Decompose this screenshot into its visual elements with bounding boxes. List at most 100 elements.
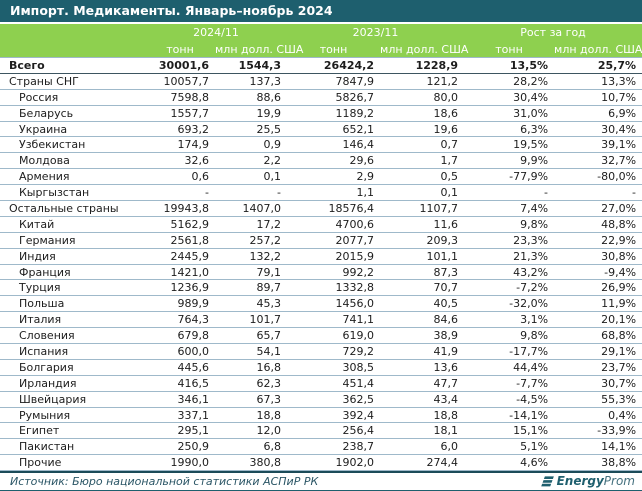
- value-cell: 1544,3: [215, 57, 288, 74]
- corner-cell: [0, 41, 145, 58]
- value-cell: 39,1%: [554, 136, 642, 154]
- table-row: Египет 295,1 12,0 256,4 18,1 15,1% -33,9%: [0, 422, 642, 440]
- table-row: Россия 7598,8 88,6 5826,7 80,0 30,4% 10,7%: [0, 89, 642, 106]
- value-cell: 18,1: [380, 422, 465, 440]
- row-label: Польша: [0, 295, 145, 313]
- table-row: Узбекистан 174,9 0,9 146,4 0,7 19,5% 39,1%: [0, 136, 642, 154]
- value-cell: 19,5%: [464, 136, 555, 154]
- value-cell: 25,7%: [554, 57, 642, 74]
- value-cell: 32,6: [145, 152, 215, 170]
- value-cell: 28,2%: [464, 73, 555, 90]
- value-cell: 67,3: [215, 391, 288, 408]
- value-cell: 2077,7: [287, 232, 381, 249]
- table-row: Остальные страны 19943,8 1407,0 18576,4 1107…: [0, 200, 642, 217]
- value-cell: 19,6: [380, 121, 465, 138]
- value-cell: 600,0: [145, 343, 215, 360]
- value-cell: 1902,0: [287, 454, 381, 472]
- value-cell: 15,1%: [464, 422, 555, 440]
- value-cell: 5,1%: [464, 438, 555, 456]
- value-cell: -14,1%: [464, 407, 555, 424]
- value-cell: 121,2: [380, 73, 465, 90]
- value-cell: -9,4%: [554, 264, 642, 281]
- value-cell: 0,5: [380, 168, 465, 186]
- row-label: Египет: [0, 422, 145, 440]
- row-label: Пакистан: [0, 438, 145, 456]
- value-cell: 1557,7: [145, 105, 215, 122]
- table-row: Страны СНГ 10057,7 137,3 7847,9 121,2 28,2% 13…: [0, 73, 642, 90]
- value-cell: 22,9%: [554, 232, 642, 249]
- value-cell: -: [554, 184, 642, 202]
- table-row: Германия 2561,8 257,2 2077,7 209,3 23,3% 22,9%: [0, 232, 642, 249]
- value-cell: 1332,8: [287, 279, 381, 297]
- table-row: Франция 1421,0 79,1 992,2 87,3 43,2% -9,4%: [0, 264, 642, 281]
- value-cell: 992,2: [287, 264, 381, 281]
- value-cell: 29,1%: [554, 343, 642, 360]
- value-cell: 55,3%: [554, 391, 642, 408]
- table-row: Румыния 337,1 18,8 392,4 18,8 -14,1% 0,4%: [0, 407, 642, 424]
- table-header: 2024/11 2023/11 Рост за год тонн млн дол…: [0, 24, 642, 58]
- value-cell: 146,4: [287, 136, 381, 154]
- value-cell: 652,1: [287, 121, 381, 138]
- table-row: Индия 2445,9 132,2 2015,9 101,1 21,3% 30,8%: [0, 248, 642, 265]
- value-cell: 25,5: [215, 121, 288, 138]
- value-cell: 346,1: [145, 391, 215, 408]
- value-cell: 38,9: [380, 327, 465, 345]
- value-cell: 2561,8: [145, 232, 215, 249]
- value-cell: 1107,7: [380, 200, 465, 217]
- value-cell: -: [215, 184, 288, 202]
- value-cell: 7598,8: [145, 89, 215, 106]
- row-label: Франция: [0, 264, 145, 281]
- value-cell: 4700,6: [287, 216, 381, 233]
- row-label: Турция: [0, 279, 145, 297]
- value-cell: 4,6%: [464, 454, 555, 472]
- value-cell: 44,4%: [464, 359, 555, 376]
- table-row: Китай 5162,9 17,2 4700,6 11,6 9,8% 48,8%: [0, 216, 642, 233]
- value-cell: 741,1: [287, 311, 381, 329]
- value-cell: 20,1%: [554, 311, 642, 329]
- value-cell: 79,1: [215, 264, 288, 281]
- row-label: Всего: [0, 57, 145, 74]
- value-cell: 23,3%: [464, 232, 555, 249]
- value-cell: 12,0: [215, 422, 288, 440]
- value-cell: 2,9: [287, 168, 381, 186]
- value-cell: -33,9%: [554, 422, 642, 440]
- value-cell: 89,7: [215, 279, 288, 297]
- value-cell: 7,4%: [464, 200, 555, 217]
- table-row: Пакистан 250,9 6,8 238,7 6,0 5,1% 14,1%: [0, 438, 642, 456]
- table-row: Украина 693,2 25,5 652,1 19,6 6,3% 30,4%: [0, 121, 642, 138]
- value-cell: -4,5%: [464, 391, 555, 408]
- table-row: Словения 679,8 65,7 619,0 38,9 9,8% 68,8%: [0, 327, 642, 345]
- value-cell: 13,5%: [464, 57, 555, 74]
- table-row: Испания 600,0 54,1 729,2 41,9 -17,7% 29,1%: [0, 343, 642, 360]
- value-cell: 1407,0: [215, 200, 288, 217]
- value-cell: 45,3: [215, 295, 288, 313]
- value-cell: 2445,9: [145, 248, 215, 265]
- table-row: Ирландия 416,5 62,3 451,4 47,7 -7,7% 30,7%: [0, 375, 642, 392]
- value-cell: 9,9%: [464, 152, 555, 170]
- value-cell: 416,5: [145, 375, 215, 392]
- value-cell: 30,7%: [554, 375, 642, 392]
- value-cell: 19,9: [215, 105, 288, 122]
- value-cell: 2,2: [215, 152, 288, 170]
- table-row: Беларусь 1557,7 19,9 1189,2 18,6 31,0% 6,9%: [0, 105, 642, 122]
- value-cell: 54,1: [215, 343, 288, 360]
- col-group-growth: Рост за год: [464, 24, 642, 41]
- value-cell: 26,9%: [554, 279, 642, 297]
- footer: Источник: Бюро национальной статистики А…: [0, 471, 642, 489]
- row-label: Прочие: [0, 454, 145, 472]
- value-cell: 295,1: [145, 422, 215, 440]
- value-cell: 68,8%: [554, 327, 642, 345]
- value-cell: 30001,6: [145, 57, 215, 74]
- value-cell: 1228,9: [380, 57, 465, 74]
- value-cell: 0,4%: [554, 407, 642, 424]
- value-cell: 18,8: [380, 407, 465, 424]
- value-cell: 13,6: [380, 359, 465, 376]
- value-cell: 47,7: [380, 375, 465, 392]
- value-cell: 445,6: [145, 359, 215, 376]
- value-cell: 80,0: [380, 89, 465, 106]
- row-label: Кыргызстан: [0, 184, 145, 202]
- value-cell: 1456,0: [287, 295, 381, 313]
- value-cell: 11,9%: [554, 295, 642, 313]
- row-label: Россия: [0, 89, 145, 106]
- value-cell: 18,6: [380, 105, 465, 122]
